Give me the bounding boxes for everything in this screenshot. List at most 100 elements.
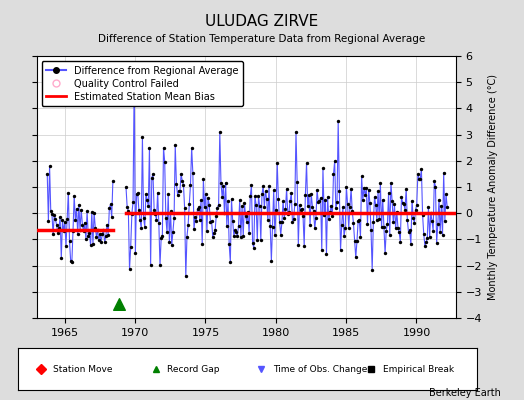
Point	[252, 202, 260, 208]
Point	[165, 238, 173, 245]
Point	[133, 191, 141, 198]
Point	[66, 238, 74, 244]
Point	[392, 208, 401, 215]
Point	[395, 229, 403, 235]
Point	[420, 231, 428, 238]
Point	[259, 183, 267, 189]
Point	[355, 216, 364, 223]
Point	[302, 160, 311, 166]
Point	[328, 213, 336, 219]
Point	[277, 231, 285, 238]
Point	[244, 209, 252, 215]
Point	[267, 258, 276, 264]
Point	[191, 214, 199, 221]
Point	[281, 206, 290, 213]
Point	[273, 160, 281, 166]
Point	[96, 231, 104, 237]
Point	[83, 208, 91, 215]
Point	[336, 247, 345, 253]
Point	[343, 201, 352, 207]
Point	[285, 209, 293, 215]
Point	[212, 212, 221, 219]
Point	[211, 227, 219, 234]
Point	[415, 176, 423, 182]
Point	[156, 262, 164, 268]
Point	[421, 242, 429, 249]
Point	[287, 190, 296, 196]
Point	[61, 219, 69, 225]
Point	[71, 217, 80, 223]
Point	[173, 192, 182, 198]
Point	[197, 197, 205, 203]
Point	[242, 213, 250, 220]
Point	[190, 226, 198, 232]
Point	[296, 202, 304, 208]
Point	[366, 200, 374, 206]
Point	[136, 217, 144, 224]
Point	[380, 224, 388, 230]
Point	[154, 189, 162, 196]
Point	[67, 258, 75, 264]
Point	[134, 190, 142, 196]
Point	[218, 194, 226, 200]
Point	[409, 215, 418, 221]
Point	[204, 194, 212, 201]
Point	[437, 203, 445, 210]
Point	[294, 241, 302, 248]
Point	[209, 234, 217, 240]
Point	[315, 198, 324, 204]
Point	[431, 184, 440, 190]
Point	[84, 232, 92, 239]
Point	[100, 227, 108, 234]
Point	[376, 180, 385, 186]
Point	[251, 193, 259, 200]
Point	[224, 197, 232, 204]
Point	[297, 207, 305, 213]
Point	[203, 228, 211, 234]
Point	[405, 229, 413, 235]
Point	[383, 221, 391, 227]
Point	[194, 204, 203, 211]
Point	[372, 202, 380, 208]
Point	[326, 209, 334, 215]
Text: Record Gap: Record Gap	[167, 364, 220, 374]
Point	[381, 250, 389, 257]
Point	[408, 197, 416, 204]
Point	[428, 218, 436, 224]
Point	[157, 235, 166, 241]
Point	[306, 222, 314, 228]
Point	[49, 231, 57, 238]
Point	[222, 180, 230, 186]
Point	[189, 170, 197, 176]
Point	[365, 186, 373, 193]
Point	[52, 222, 61, 228]
Point	[417, 166, 425, 173]
Point	[335, 188, 344, 194]
Point	[283, 211, 292, 217]
Point	[425, 234, 434, 240]
Point	[247, 182, 256, 188]
Point	[232, 228, 241, 235]
Point	[397, 194, 406, 200]
Point	[329, 171, 337, 178]
Point	[436, 229, 444, 236]
Point	[358, 197, 367, 204]
Point	[199, 176, 208, 182]
Point	[407, 241, 415, 248]
Point	[246, 193, 255, 200]
Point	[357, 173, 366, 180]
Point	[374, 188, 382, 194]
Point	[185, 200, 193, 207]
Point	[208, 218, 216, 224]
Point	[160, 158, 169, 165]
Point	[240, 199, 248, 206]
Point	[228, 218, 237, 224]
Point	[53, 230, 62, 237]
Point	[202, 191, 210, 197]
Point	[440, 169, 448, 176]
Point	[316, 195, 325, 201]
Point	[442, 191, 450, 198]
Point	[377, 224, 386, 231]
Point	[44, 218, 52, 224]
Point	[308, 204, 316, 210]
